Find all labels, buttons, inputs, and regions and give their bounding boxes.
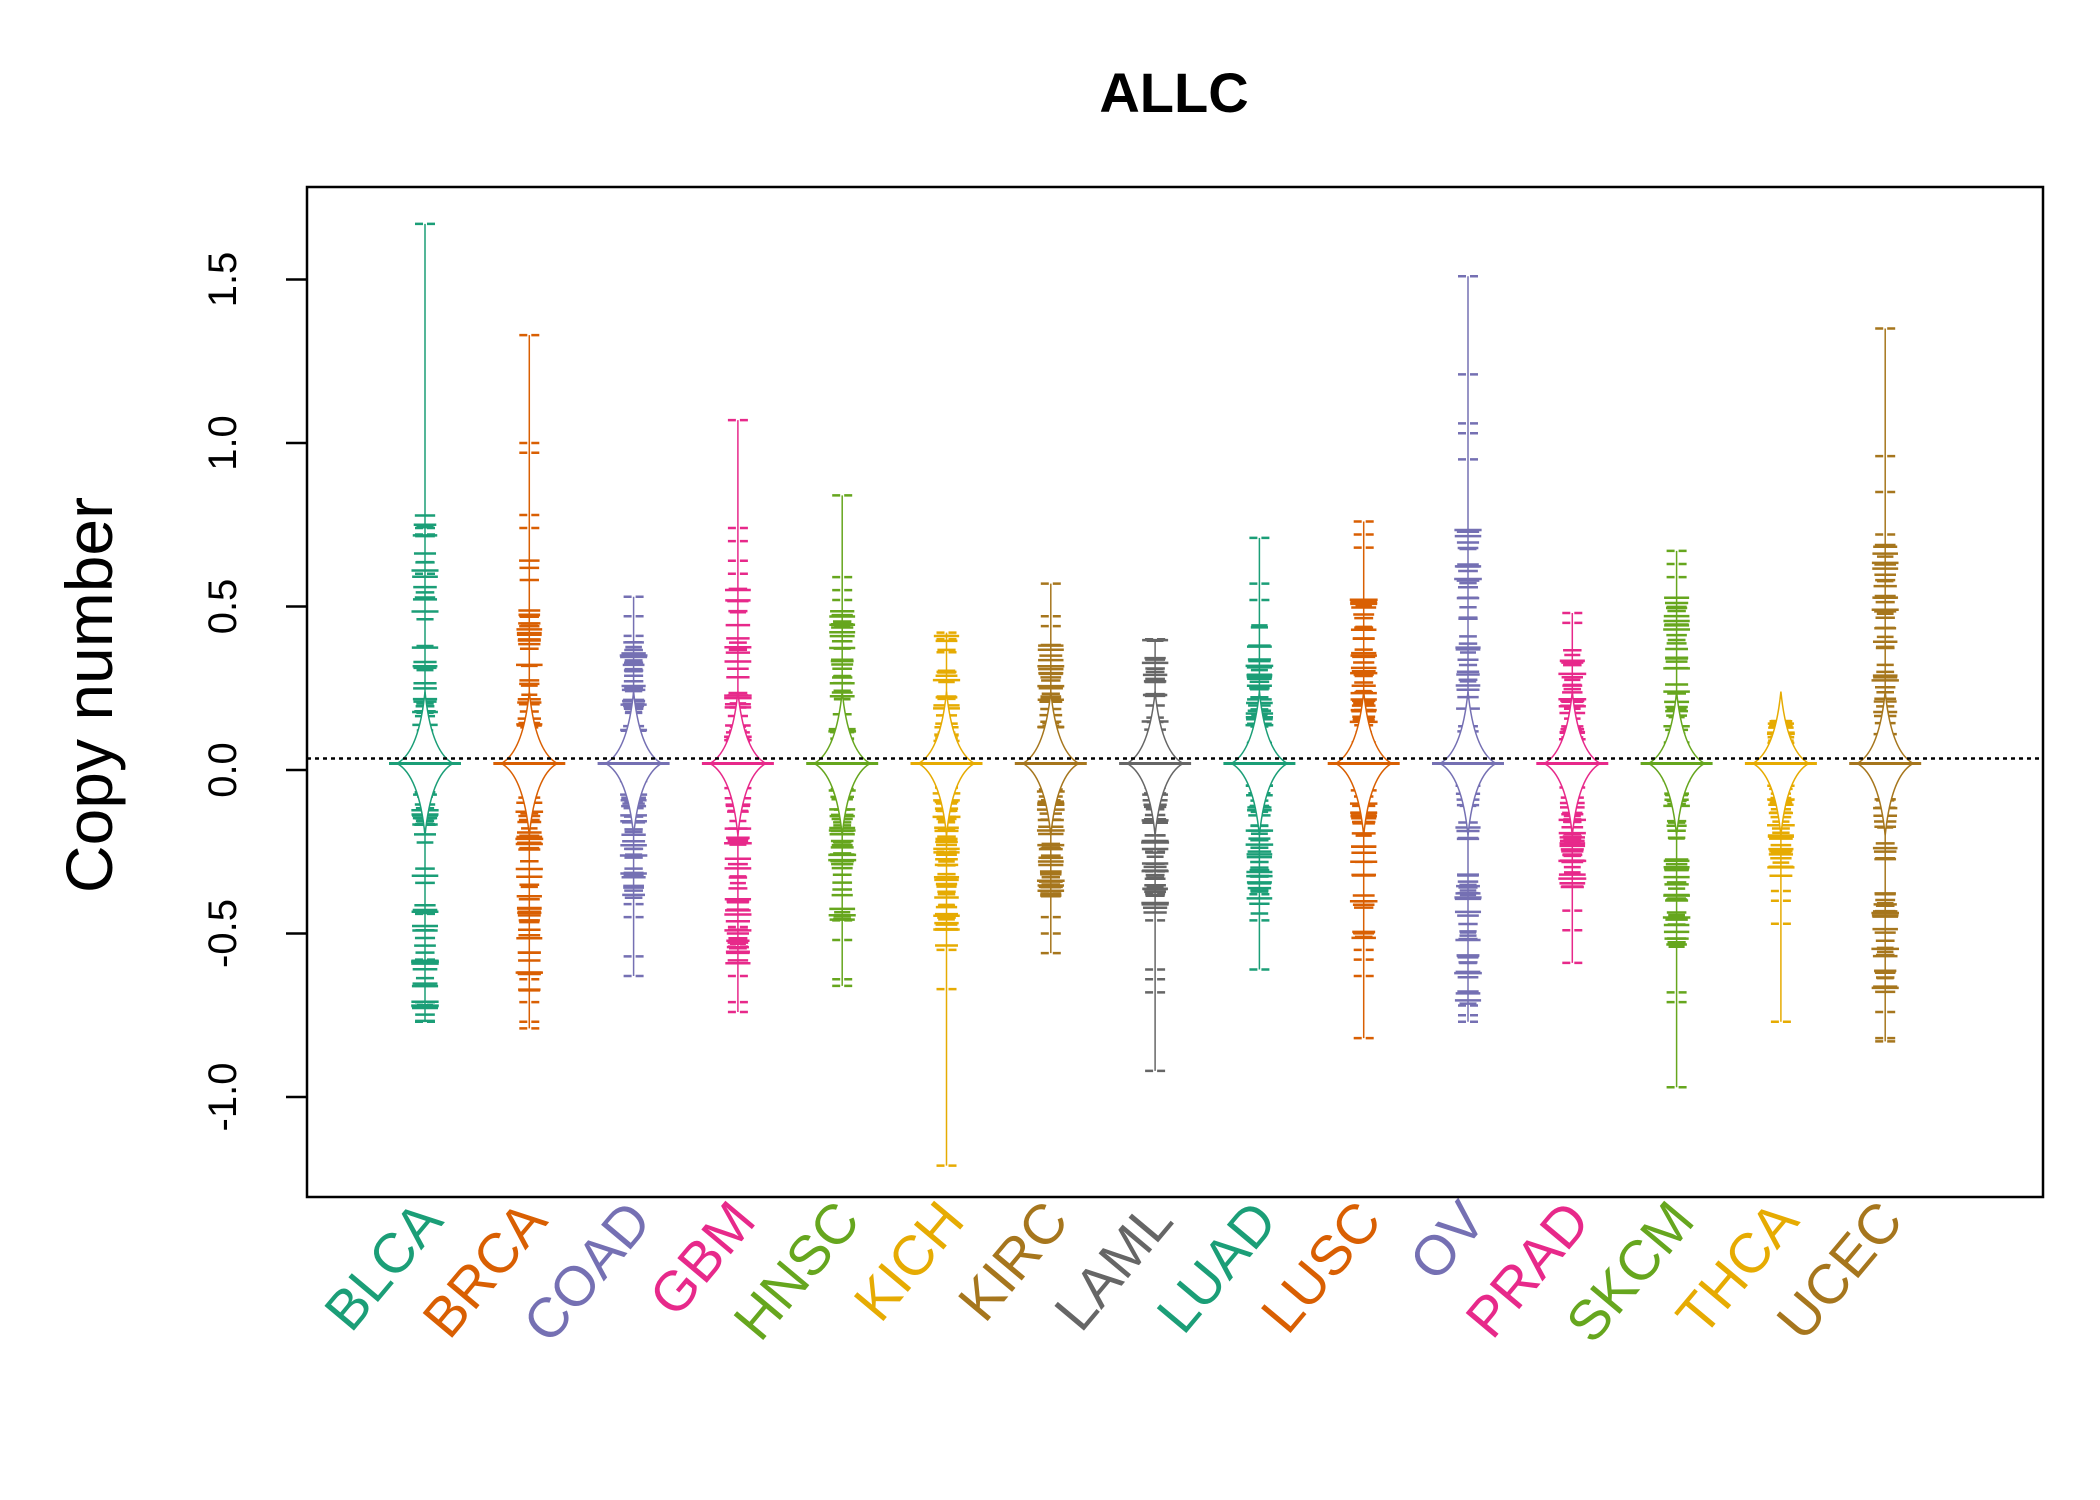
beans-layer (307, 222, 2043, 1167)
y-tick-label: 0.5 (201, 579, 245, 635)
bean-lusc (1327, 520, 1400, 1040)
bean-skcm (1640, 549, 1713, 1089)
bean-gbm (701, 418, 774, 1014)
bean-ucec (1849, 327, 1922, 1043)
plot-frame (305, 185, 2045, 1199)
y-tick-label: 1.5 (201, 252, 245, 308)
y-axis-label: Copy number (52, 497, 126, 893)
y-tick-label: 1.0 (201, 415, 245, 471)
bean-ov (1432, 274, 1504, 1024)
y-tick-label: 0.0 (201, 742, 245, 798)
bean-brca (493, 333, 566, 1030)
bean-blca (389, 222, 461, 1024)
bean-prad (1536, 611, 1609, 965)
bean-coad (597, 595, 670, 978)
bean-kich (910, 631, 983, 1167)
bean-hnsc (806, 494, 879, 988)
bean-laml (1119, 637, 1192, 1073)
y-tick-label: -0.5 (201, 899, 245, 968)
y-axis: -1.0 -0.5 0.0 0.5 1.0 1.5 (201, 252, 307, 1132)
bean-luad (1223, 536, 1296, 971)
bean-kirc (1014, 582, 1087, 955)
y-tick-label: -1.0 (201, 1063, 245, 1132)
chart-title: ALLC (1099, 61, 1248, 124)
bean-thca (1744, 691, 1817, 1024)
